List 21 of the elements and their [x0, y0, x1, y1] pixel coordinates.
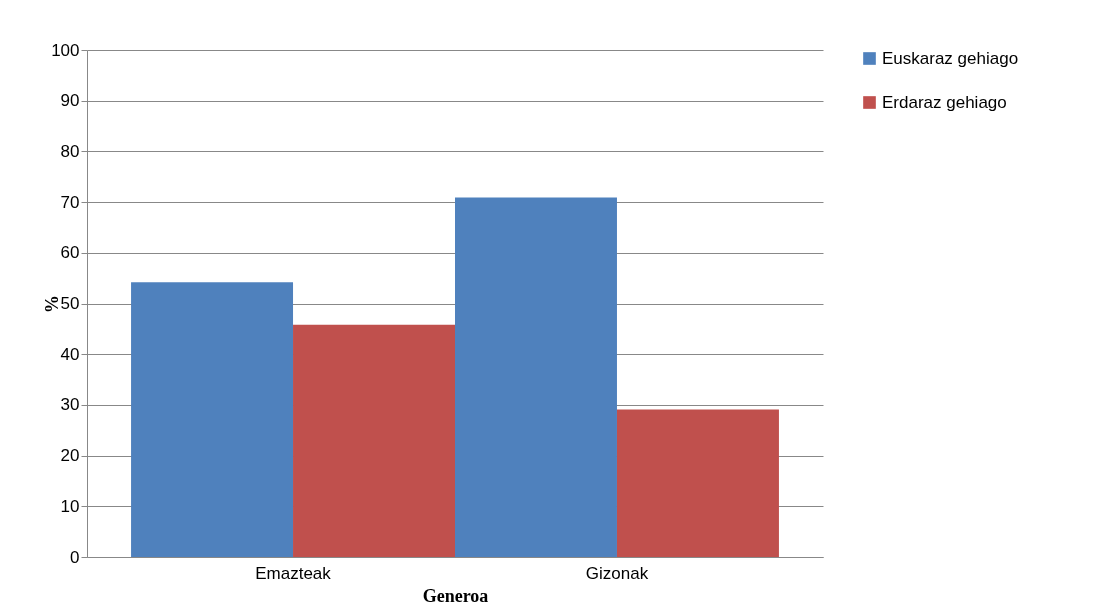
x-tick-label: Gizonak — [585, 563, 649, 583]
y-tick-label: 60 — [60, 243, 80, 263]
y-tick-label: 90 — [60, 91, 80, 111]
bar — [131, 282, 294, 557]
y-tick-label: 40 — [60, 344, 80, 364]
y-tick-label: 0 — [70, 547, 80, 567]
y-tick-label: 30 — [60, 395, 80, 415]
x-axis-title: Generoa — [422, 585, 489, 606]
y-axis-title: % — [41, 295, 62, 313]
bar — [293, 324, 455, 557]
y-tick-label: 80 — [60, 141, 80, 161]
legend-label: Euskaraz gehiago — [882, 48, 1019, 68]
y-tick-label: 20 — [60, 446, 80, 466]
legend-label: Erdaraz gehiago — [882, 92, 1007, 112]
y-tick-label: 70 — [60, 192, 80, 212]
x-tick-label: Emazteak — [255, 563, 332, 583]
y-tick-label: 50 — [60, 294, 80, 313]
y-tick-label: 100 — [51, 40, 80, 60]
bar — [455, 197, 617, 557]
bar — [616, 409, 779, 557]
y-tick-label: 10 — [60, 496, 80, 516]
